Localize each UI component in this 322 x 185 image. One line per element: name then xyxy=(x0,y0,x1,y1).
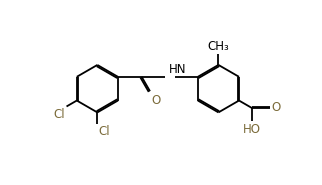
Text: O: O xyxy=(271,101,280,114)
Text: HO: HO xyxy=(243,123,261,136)
Text: CH₃: CH₃ xyxy=(208,40,229,53)
Text: Cl: Cl xyxy=(54,108,65,121)
Text: HN: HN xyxy=(168,63,186,76)
Text: Cl: Cl xyxy=(99,125,110,139)
Text: O: O xyxy=(151,94,160,107)
